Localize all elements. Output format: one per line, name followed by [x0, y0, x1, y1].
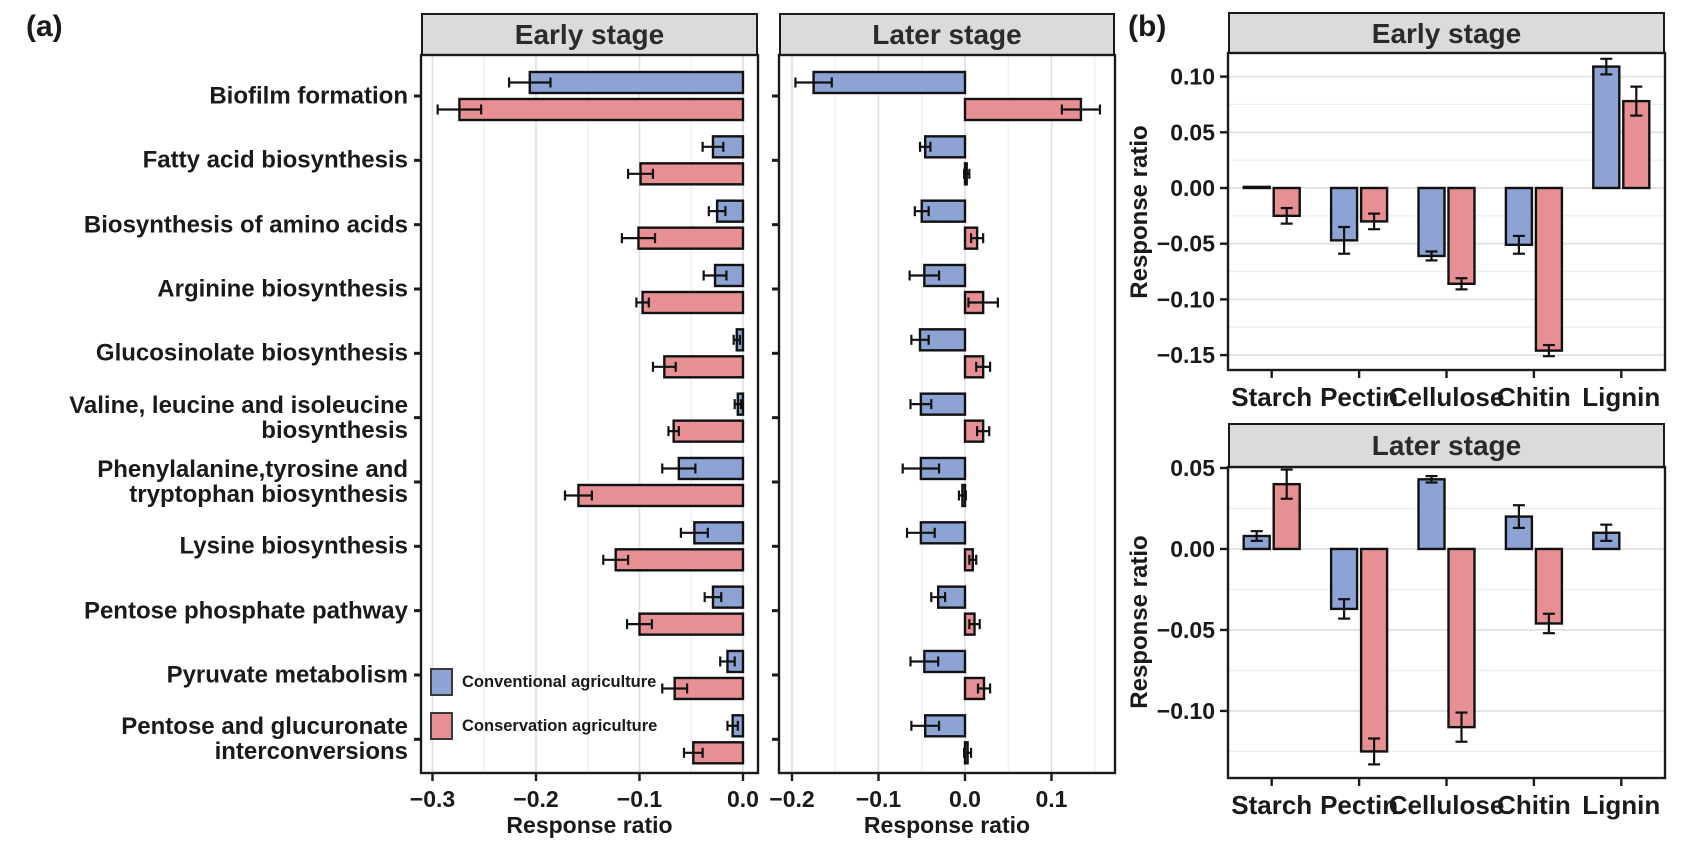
y-tick-label: −0.10: [1157, 698, 1215, 724]
bar: [614, 548, 745, 572]
legend-swatch-conventional: [430, 668, 453, 696]
plot-border: [777, 53, 1117, 775]
bar: [672, 419, 745, 443]
facet-header-later-stage-substrates: Later stage: [1228, 423, 1665, 467]
bar: [1359, 547, 1389, 753]
facet-header-later-stage-pathways: Later stage: [779, 13, 1115, 55]
plot-later-stage-pathways: −0.2 −0.1 0.0 0.1: [769, 53, 1117, 812]
x-tick-label: 0.0: [949, 786, 981, 812]
bar: [1417, 478, 1446, 551]
facet-header-early-stage-pathways: Early stage: [421, 13, 758, 55]
legend-label-conservation: Conservation agriculture: [462, 716, 658, 735]
category-label: Pectin: [1320, 382, 1398, 412]
y-tick-label: 0.00: [1170, 536, 1215, 562]
pathway-label: Arginine biosynthesis: [157, 275, 408, 303]
plot-border: [419, 53, 760, 775]
x-tick-label: −0.2: [769, 786, 814, 812]
panel-a-label: (a): [26, 10, 63, 43]
bar: [639, 162, 745, 186]
category-label: Lignin: [1582, 382, 1660, 412]
category-label: Chitin: [1497, 382, 1571, 412]
legend-swatch-conservation: [430, 712, 453, 740]
category-label: Cellulose: [1389, 790, 1505, 820]
pathway-label: Glucosinolate biosynthesis: [95, 339, 408, 367]
panel-b-label: (b): [1128, 10, 1167, 43]
bar: [641, 290, 745, 315]
x-tick-label: −0.2: [513, 786, 558, 812]
y-tick-label: −0.10: [1157, 286, 1215, 312]
category-label: Pectin: [1320, 790, 1398, 820]
bar: [1534, 547, 1564, 625]
pathway-label: Phenylalanine,tyrosine and tryptophan bi…: [97, 455, 408, 508]
bar: [1242, 185, 1271, 190]
legend-item-conservation: Conservation agriculture: [430, 712, 657, 740]
x-axis-title-later: Response ratio: [863, 812, 1031, 838]
x-tick-label: −0.3: [410, 786, 455, 812]
x-tick-label: 0.1: [1036, 786, 1068, 812]
facet-header-early-stage-substrates: Early stage: [1228, 12, 1665, 53]
bar: [458, 97, 745, 122]
y-tick-label: 0.10: [1170, 64, 1215, 90]
plot-border: [1226, 465, 1667, 780]
bar: [812, 70, 967, 95]
pathway-label: Lysine biosynthesis: [179, 532, 408, 560]
y-axis-title-b-later: Response ratio: [1126, 535, 1153, 709]
pathway-label: Biofilm formation: [209, 82, 408, 110]
plot-border: [1226, 51, 1667, 372]
bar: [528, 70, 745, 95]
category-label: Starch: [1231, 790, 1312, 820]
bar: [577, 483, 745, 508]
pathway-label: Pentose phosphate pathway: [83, 597, 408, 625]
y-tick-label: −0.05: [1157, 231, 1215, 257]
bar: [1447, 547, 1476, 729]
bar: [1417, 186, 1446, 258]
y-tick-label: −0.15: [1157, 342, 1215, 368]
category-label: Lignin: [1582, 790, 1660, 820]
y-tick-label: 0.00: [1170, 175, 1215, 201]
bar: [1592, 65, 1621, 190]
pathway-label: Valine, leucine and isoleucine biosynthe…: [69, 391, 408, 444]
legend-label-conventional: Conventional agriculture: [462, 672, 657, 691]
legend-item-conventional: Conventional agriculture: [430, 668, 656, 696]
y-tick-label: 0.05: [1170, 119, 1215, 145]
plot-early-stage-pathways: −0.3 −0.2 −0.1 0.0: [410, 53, 760, 812]
category-label: Starch: [1231, 382, 1312, 412]
x-tick-label: −0.1: [856, 786, 902, 812]
category-label: Chitin: [1497, 790, 1571, 820]
pathway-label: Biosynthesis of amino acids: [83, 211, 408, 239]
x-axis-title-early: Response ratio: [506, 812, 673, 838]
pathway-label: Fatty acid biosynthesis: [142, 146, 408, 174]
pathway-label: Pyruvate metabolism: [166, 661, 408, 689]
bar: [1447, 186, 1476, 285]
pathway-label: Pentose and glucuronate interconversions: [121, 713, 408, 766]
y-axis-title-b-early: Response ratio: [1126, 125, 1153, 299]
bar: [638, 612, 745, 636]
x-tick-label: 0.0: [727, 786, 759, 812]
y-tick-label: 0.05: [1170, 455, 1215, 481]
bar: [1534, 186, 1564, 352]
x-tick-label: −0.1: [617, 786, 663, 812]
y-tick-label: −0.05: [1157, 617, 1215, 643]
category-label: Cellulose: [1389, 382, 1505, 412]
